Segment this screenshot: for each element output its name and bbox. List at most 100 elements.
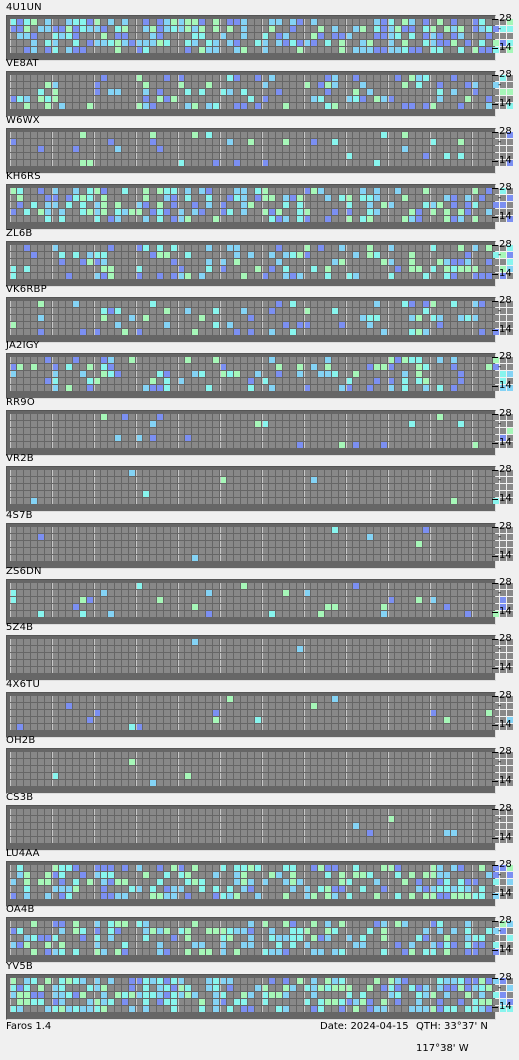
grid-cell [255,301,261,307]
grid-cell [136,364,142,370]
grid-cell [66,308,72,314]
grid-cell [409,195,415,201]
grid-cell [451,89,457,95]
propagation-grid [6,692,496,738]
grid-cell [45,604,51,610]
grid-cell [360,153,366,159]
grid-cell [402,491,408,497]
grid-cell [38,555,44,561]
grid-cell [45,26,51,32]
grid-cell [220,322,226,328]
grid-cell [437,82,443,88]
grid-cell [248,724,254,730]
grid-cell [409,477,415,483]
grid-cell [472,491,478,497]
grid-cell [437,96,443,102]
grid-cell [318,703,324,709]
grid-cell [101,534,107,540]
grid-cell [269,590,275,596]
grid-cell [269,759,275,765]
grid-cell [374,132,380,138]
grid-cell [171,428,177,434]
grid-cell [178,759,184,765]
grid-cell [416,301,422,307]
grid-cell [311,604,317,610]
grid-cell [136,590,142,596]
grid-cell [157,160,163,166]
propagation-grid [6,410,496,456]
grid-cell [248,245,254,251]
grid-cell [185,703,191,709]
grid-cell [24,421,30,427]
grid-cell [234,209,240,215]
grid-cell [52,696,58,702]
grid-cell [10,534,16,540]
grid-cell [248,541,254,547]
grid-cell [10,491,16,497]
grid-cell [94,498,100,504]
grid-cell [444,301,450,307]
grid-cell [136,752,142,758]
grid-cell [143,266,149,272]
grid-cell [262,696,268,702]
grid-cell [353,364,359,370]
grid-cell [374,555,380,561]
grid-cell [164,195,170,201]
grid-cell [360,583,366,589]
grid-cell [150,611,156,617]
grid-cell [150,89,156,95]
grid-cell [52,273,58,279]
grid-cell [360,498,366,504]
grid-cell [10,703,16,709]
grid-cell [52,527,58,533]
grid-cell [374,103,380,109]
grid-cell [87,611,93,617]
grid-cell [255,428,261,434]
grid-cell [423,541,429,547]
grid-cell [10,428,16,434]
grid-cell [185,202,191,208]
grid-cell [395,428,401,434]
grid-cell [423,146,429,152]
grid-cell [234,541,240,547]
grid-cell [255,75,261,81]
grid-cell [164,315,170,321]
grid-cell [360,759,366,765]
grid-cell [122,82,128,88]
grid-cell [73,322,79,328]
grid-cell [388,252,394,258]
grid-cell [24,766,30,772]
grid-cell [297,364,303,370]
grid-cell [388,132,394,138]
grid-cell [115,40,121,46]
grid-cell [262,555,268,561]
grid-cell [381,378,387,384]
grid-cell [409,604,415,610]
grid-cell [339,646,345,652]
grid-cell [31,597,37,603]
grid-cell [241,371,247,377]
grid-cell [458,26,464,32]
grid-cell [465,724,471,730]
grid-cell [248,717,254,723]
grid-cell [374,216,380,222]
grid-cell [395,752,401,758]
grid-cell [311,139,317,145]
grid-cell [360,259,366,265]
grid-cell [360,477,366,483]
grid-cell [255,259,261,265]
grid-cell [262,103,268,109]
band-axis: 28-14 [492,353,518,394]
grid-cell [17,717,23,723]
grid-cell [346,322,352,328]
grid-cell [129,103,135,109]
grid-cell [276,703,282,709]
grid-cell [17,252,23,258]
grid-cell [52,759,58,765]
grid-cell [108,498,114,504]
grid-cell [304,195,310,201]
grid-cell [185,667,191,673]
grid-cell [248,428,254,434]
grid-cell [262,541,268,547]
